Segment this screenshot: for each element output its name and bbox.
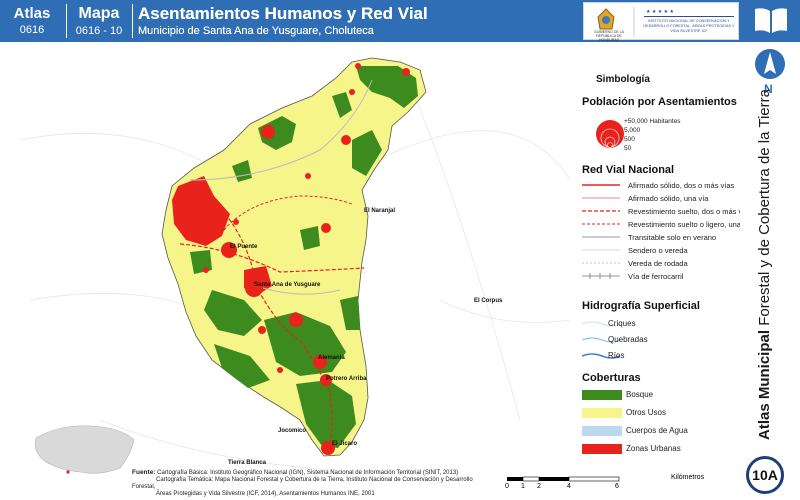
open-book-icon [755, 8, 787, 34]
road-network [179, 79, 373, 449]
scale-unit: Kilómetros [671, 474, 705, 481]
road-legend-item: Afirmado sólido, dos o más vías [628, 181, 735, 190]
poblacion-heading: Población por Asentamientos [582, 96, 737, 108]
road-legend-item: Sendero o vereda [628, 246, 688, 255]
government-logo-text: GOBIERNO DE LA REPÚBLICA DE HONDURAS [594, 30, 624, 42]
atlas-label: Atlas [13, 5, 51, 22]
water-legend-item: Criques [608, 319, 636, 328]
scale-tick: 1 [521, 483, 525, 490]
water-symbols-icon [582, 321, 621, 359]
otros-usos-swatch [582, 408, 622, 418]
agua-swatch [582, 426, 622, 436]
population-size-label: 50 [624, 145, 632, 152]
source-note: Fuente: Cartografía Básica: Instituto Ge… [132, 469, 492, 498]
scale-tick: 0 [505, 483, 509, 490]
place-label-santa-ana: Santa Ana de Yusguare [254, 282, 321, 288]
vertical-title-bold: Atlas Municipal [756, 329, 773, 440]
road-legend-item: Transitable solo en verano [628, 233, 717, 242]
right-sidebar [740, 42, 800, 500]
legend-title: Simbología [596, 74, 650, 85]
road-legend-item: Vía de ferrocarril [628, 272, 684, 281]
road-legend-item: Revestimiento suelto o ligero, una vía [628, 220, 754, 229]
bosque-swatch [582, 390, 622, 400]
water-legend-item: Ríos [608, 351, 625, 360]
source-line: Áreas Protegidas y Vida Silvestre (ICF, … [156, 491, 375, 497]
source-label: Fuente: [132, 469, 156, 476]
hidrografia-heading: Hidrografía Superficial [582, 300, 700, 312]
road-legend-item: Revestimiento suelto, dos o más vías [628, 207, 753, 216]
svg-text:★ ★ ★ ★ ★: ★ ★ ★ ★ ★ [646, 9, 674, 15]
icf-logo-text: INSTITUTO NACIONAL DE CONSERVACIÓN Y DES… [643, 19, 735, 33]
road-symbols-icon [582, 184, 620, 279]
vertical-title-rest: Forestal y de Cobertura de la Tierra [756, 89, 773, 326]
scale-tick: 6 [615, 483, 619, 490]
vertical-atlas-title: Atlas Municipal Forestal y de Cobertura … [756, 40, 773, 440]
population-size-label: +50,000 Habitantes [624, 118, 681, 125]
institution-logos: ★ ★ ★ ★ ★ GOBIERNO DE LA REPÚBLICA DE HO… [583, 2, 739, 42]
place-label-el-puente: El Puente [230, 244, 258, 250]
cover-legend-item: Bosque [626, 390, 654, 399]
page-title: Asentamientos Humanos y Red Vial [138, 4, 428, 23]
map-canvas [19, 57, 571, 474]
place-label-tierra-blanca: Tierra Blanca [228, 460, 266, 466]
north-arrow-icon [755, 49, 785, 79]
header-bar: Atlas 0616 Mapa 0616 - 10 Asentamientos … [0, 0, 800, 42]
place-label-jocomico: Jocomico [278, 428, 307, 434]
settlement-markers [203, 63, 410, 455]
honduras-inset-map [34, 425, 135, 474]
atlas-code: 0616 [19, 24, 45, 36]
map-sheet-badge: 10A [746, 456, 784, 494]
place-label-el-naranjal: El Naranjal [364, 208, 396, 214]
source-line: Cartografía Temática: Mapa Nacional Fore… [132, 477, 473, 490]
urbanas-swatch [582, 444, 622, 454]
north-label: N [764, 82, 773, 96]
population-size-label: 500 [624, 136, 635, 143]
header-divider [132, 4, 133, 38]
road-legend-item: Vereda de rodada [628, 259, 688, 268]
place-label-potrero-arriba: Potrero Arriba [326, 376, 367, 382]
page-subtitle: Municipio de Santa Ana de Yusguare, Chol… [138, 25, 374, 37]
red-vial-heading: Red Vial Nacional [582, 164, 675, 176]
coberturas-heading: Coberturas [582, 372, 641, 384]
map-code: 0616 - 10 [75, 25, 123, 37]
map-cell: Mapa 0616 - 10 [68, 0, 130, 42]
map-label: Mapa [78, 5, 120, 22]
cover-legend-item: Zonas Urbanas [626, 444, 681, 453]
water-legend-item: Quebradas [608, 335, 648, 344]
population-circles-icon [596, 120, 624, 148]
population-size-label: 5,000 [624, 127, 641, 134]
scale-tick: 4 [567, 483, 571, 490]
urban-zone [172, 176, 230, 246]
scale-tick: 2 [537, 483, 541, 490]
page-subtitle: Municipio de Santa Ana de Yusguare, Chol… [138, 25, 374, 37]
cover-legend-item: Cuerpos de Agua [626, 426, 688, 435]
coat-of-arms-icon: ★ ★ ★ ★ ★ [597, 7, 734, 37]
page-title: Asentamientos Humanos y Red Vial [138, 4, 428, 23]
cover-legend-item: Otros Usos [626, 408, 667, 417]
place-label-alemania: Alemania [318, 355, 345, 361]
scale-bar-graphic [507, 476, 620, 482]
atlas-cell: Atlas 0616 [0, 0, 64, 42]
place-label-el-jicaro: El Jícaro [332, 441, 358, 447]
place-label-el-corpus: El Corpus [474, 298, 503, 304]
road-legend-item: Afirmado sólido, una vía [628, 194, 709, 203]
header-divider [66, 4, 67, 38]
source-line: Cartografía Básica: Instituto Geográfico… [157, 470, 459, 476]
